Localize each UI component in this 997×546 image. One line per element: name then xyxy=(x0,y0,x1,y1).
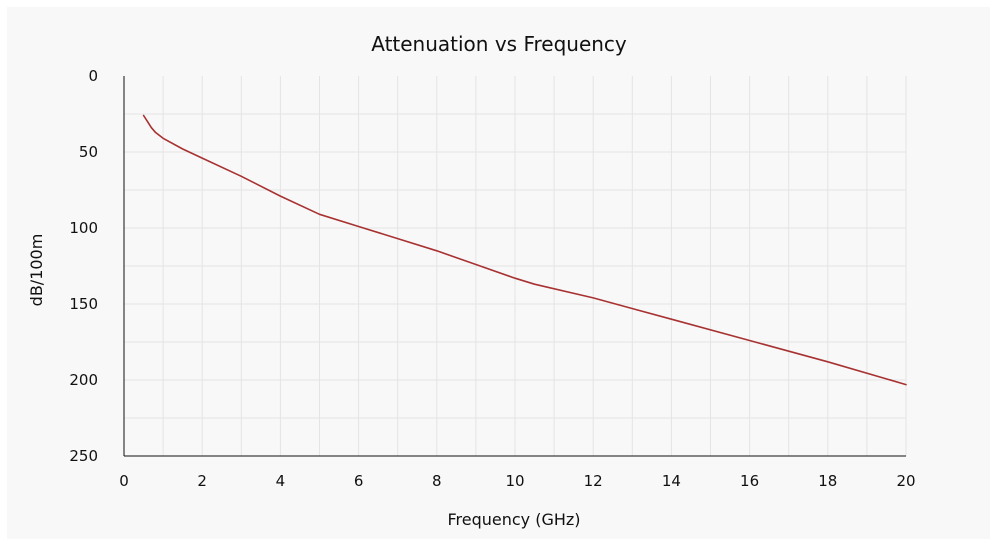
x-tick-label: 12 xyxy=(584,472,603,490)
x-tick-label: 8 xyxy=(432,472,442,490)
series xyxy=(142,114,907,386)
x-tick-label: 10 xyxy=(505,472,524,490)
grid xyxy=(124,76,907,456)
x-tick-label: 16 xyxy=(740,472,759,490)
y-tick-label: 0 xyxy=(88,67,98,85)
x-tick-label: 18 xyxy=(818,472,837,490)
y-tick-label: 150 xyxy=(69,295,98,313)
x-tick-label: 4 xyxy=(276,472,286,490)
x-tick-labels: 0 2 4 6 8 10 12 14 16 18 20 xyxy=(119,472,915,490)
series-line xyxy=(142,114,907,386)
y-tick-label: 100 xyxy=(69,219,98,237)
y-tick-label: 50 xyxy=(79,143,98,161)
x-tick-label: 0 xyxy=(119,472,129,490)
y-tick-labels: 0 50 100 150 200 250 xyxy=(69,67,98,465)
x-tick-label: 14 xyxy=(662,472,681,490)
x-tick-label: 6 xyxy=(354,472,364,490)
y-tick-label: 250 xyxy=(69,447,98,465)
x-tick-label: 2 xyxy=(197,472,207,490)
y-tick-label: 200 xyxy=(69,371,98,389)
x-axis-label: Frequency (GHz) xyxy=(447,510,580,529)
x-tick-label: 20 xyxy=(896,472,915,490)
chart-title: Attenuation vs Frequency xyxy=(371,32,627,56)
y-axis-label: dB/100m xyxy=(27,234,46,307)
